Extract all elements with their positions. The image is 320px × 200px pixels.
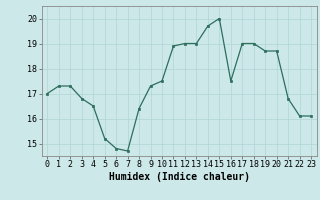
X-axis label: Humidex (Indice chaleur): Humidex (Indice chaleur)	[109, 172, 250, 182]
